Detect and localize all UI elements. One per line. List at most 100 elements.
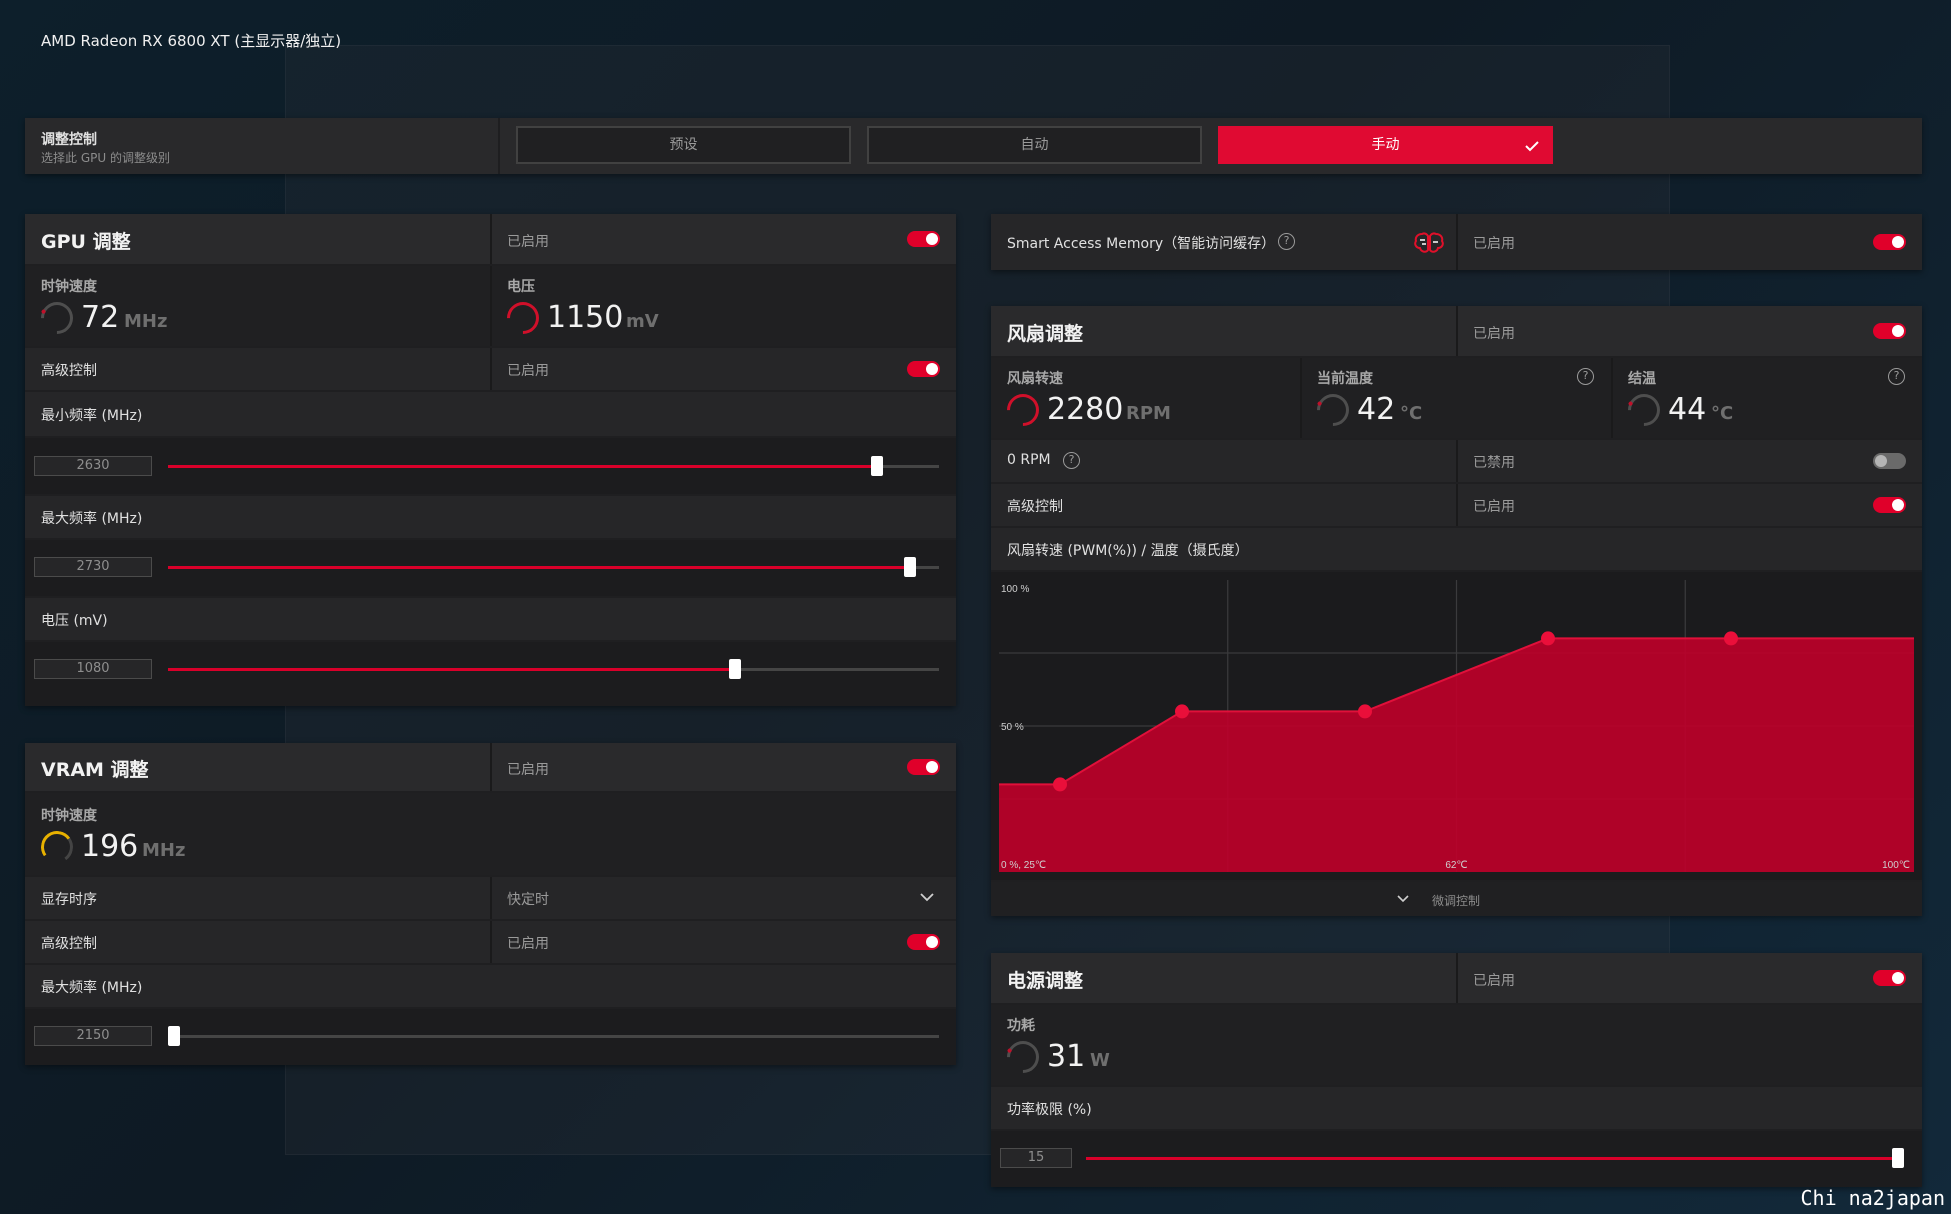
power-stats-row: 功耗 31 W <box>991 1005 1922 1085</box>
vram-advanced-status: 已启用 <box>507 936 549 952</box>
gpu-max-freq-row: 2730 <box>25 540 956 596</box>
gpu-min-freq-header: 最小频率 (MHz) <box>25 392 956 436</box>
sam-help-icon[interactable]: ? <box>1278 233 1295 250</box>
vram-clock-unit: MHz <box>142 840 186 861</box>
slider-thumb[interactable] <box>1892 1148 1904 1168</box>
vram-max-freq-header: 最大频率 (MHz) <box>25 965 956 1007</box>
zero-rpm-row: 0 RPM ? 已禁用 <box>991 440 1922 482</box>
power-status: 已启用 <box>1473 973 1515 989</box>
gpu-clock-value: 72 <box>81 300 120 335</box>
fan-advanced-label: 高级控制 <box>1007 499 1063 515</box>
gpu-voltage-input[interactable]: 1080 <box>34 659 152 679</box>
chart-point[interactable] <box>1541 631 1555 646</box>
brain-icon <box>1414 232 1444 253</box>
power-limit-label: 功率极限 (%) <box>1007 1102 1092 1118</box>
current-temp-help-icon[interactable]: ? <box>1577 368 1594 385</box>
vram-advanced-toggle[interactable] <box>907 934 940 950</box>
fan-tuning-panel: 风扇调整 已启用 风扇转速 2280 RPM 当前温度 ? 42 °C 结温 ?… <box>991 306 1922 916</box>
power-consumption-value: 31 <box>1047 1039 1086 1074</box>
gpu-min-freq-input[interactable]: 2630 <box>34 456 152 476</box>
vram-max-freq-slider[interactable] <box>168 1026 939 1046</box>
fan-curve-area: 100 % 50 % 0 %, 25℃ 62℃ 100℃ <box>991 572 1922 880</box>
sam-toggle[interactable] <box>1873 234 1906 250</box>
chevron-down-icon[interactable] <box>1397 895 1409 903</box>
gpu-max-freq-header: 最大频率 (MHz) <box>25 496 956 538</box>
gpu-advanced-row: 高级控制 已启用 <box>25 348 956 390</box>
chart-x-tick-label: 0 %, 25℃ <box>1001 860 1046 871</box>
fan-tuning-toggle[interactable] <box>1873 323 1906 339</box>
sam-label: Smart Access Memory（智能访问缓存） <box>1007 236 1276 252</box>
fine-tune-row[interactable]: 微调控制 <box>991 882 1922 916</box>
fan-curve-header: 风扇转速 (PWM(%)) / 温度（摄氏度） <box>991 528 1922 570</box>
chart-point[interactable] <box>1358 704 1372 719</box>
slider-thumb[interactable] <box>728 659 741 679</box>
vram-timing-row[interactable]: 显存时序 快定时 <box>25 877 956 919</box>
gpu-max-freq-label: 最大频率 (MHz) <box>41 511 143 527</box>
gpu-voltage-row: 1080 <box>25 642 956 706</box>
gpu-max-freq-input[interactable]: 2730 <box>34 557 152 577</box>
gpu-voltage-slider[interactable] <box>168 659 939 679</box>
gpu-advanced-toggle[interactable] <box>907 361 940 377</box>
fan-advanced-toggle[interactable] <box>1873 497 1906 513</box>
gpu-voltage-unit: mV <box>626 311 659 332</box>
gpu-clock-gauge-icon <box>34 295 80 341</box>
gpu-max-freq-slider[interactable] <box>168 557 939 577</box>
fan-curve-title: 风扇转速 (PWM(%)) / 温度（摄氏度） <box>1007 543 1249 559</box>
gpu-tuning-toggle[interactable] <box>907 231 940 247</box>
vram-stats-row: 时钟速度 196 MHz <box>25 793 956 875</box>
watermark: Chi na2japan <box>1800 1186 1946 1210</box>
power-tuning-title: 电源调整 <box>1007 970 1084 992</box>
power-tuning-panel: 电源调整 已启用 功耗 31 W 功率极限 (%) 15 <box>991 953 1922 1187</box>
fan-speed-unit: RPM <box>1126 403 1171 424</box>
slider-thumb[interactable] <box>871 456 884 476</box>
gpu-tuning-panel: GPU 调整 已启用 时钟速度 72 MHz 电压 1150 mV 高级控制 已… <box>25 214 956 706</box>
preset-button[interactable]: 预设 <box>516 126 851 164</box>
vram-tuning-panel: VRAM 调整 已启用 时钟速度 196 MHz 显存时序 快定时 高级控制 已… <box>25 743 956 1065</box>
junction-temp-unit: °C <box>1711 403 1734 424</box>
gpu-tuning-title: GPU 调整 <box>41 231 131 253</box>
chart-point[interactable] <box>1175 704 1189 719</box>
sam-status: 已启用 <box>1473 236 1515 252</box>
auto-button[interactable]: 自动 <box>867 126 1202 164</box>
tuning-control-title: 调整控制 <box>41 132 97 148</box>
fine-tune-label[interactable]: 微调控制 <box>1432 894 1481 908</box>
current-temp-gauge-icon <box>1310 387 1356 433</box>
gpu-voltage-header: 电压 (mV) <box>25 598 956 640</box>
zero-rpm-label: 0 RPM <box>1007 452 1051 468</box>
vram-tuning-toggle[interactable] <box>907 759 940 775</box>
gpu-voltage-label: 电压 <box>507 279 535 295</box>
power-limit-slider[interactable] <box>1086 1148 1904 1168</box>
chevron-down-icon[interactable] <box>920 893 934 902</box>
vram-max-freq-input[interactable]: 2150 <box>34 1026 152 1046</box>
fan-speed-label: 风扇转速 <box>1007 371 1063 387</box>
zero-rpm-help-icon[interactable]: ? <box>1063 452 1080 469</box>
current-temp-unit: °C <box>1400 403 1423 424</box>
sam-panel: Smart Access Memory（智能访问缓存） ? 已启用 <box>991 214 1922 270</box>
current-temp-value: 42 <box>1357 392 1396 427</box>
fan-speed-value: 2280 <box>1047 392 1124 427</box>
tuning-control-panel: 调整控制 选择此 GPU 的调整级别 预设 自动 手动 <box>25 118 1922 174</box>
zero-rpm-status: 已禁用 <box>1473 455 1515 471</box>
check-icon <box>1525 141 1539 152</box>
junction-temp-help-icon[interactable]: ? <box>1888 368 1905 385</box>
manual-button[interactable]: 手动 <box>1218 126 1553 164</box>
chart-point[interactable] <box>1053 777 1067 792</box>
gpu-stats-row: 时钟速度 72 MHz 电压 1150 mV <box>25 266 956 346</box>
gpu-status: 已启用 <box>507 234 549 250</box>
power-tuning-toggle[interactable] <box>1873 970 1906 986</box>
chart-y-tick-label: 50 % <box>1001 722 1024 733</box>
slider-fill <box>168 668 735 671</box>
power-limit-header: 功率极限 (%) <box>991 1087 1922 1129</box>
slider-thumb[interactable] <box>904 557 917 577</box>
vram-timing-select[interactable]: 快定时 <box>507 892 549 908</box>
fan-curve-chart[interactable]: 100 % 50 % 0 %, 25℃ 62℃ 100℃ <box>991 572 1922 880</box>
vram-max-freq-label: 最大频率 (MHz) <box>41 980 143 996</box>
zero-rpm-toggle[interactable] <box>1873 453 1906 469</box>
slider-thumb[interactable] <box>168 1026 181 1046</box>
vram-clock-gauge-icon <box>38 828 76 866</box>
chart-area-series <box>999 638 1914 872</box>
chart-point[interactable] <box>1724 631 1738 646</box>
power-limit-input[interactable]: 15 <box>1000 1148 1072 1168</box>
fan-header-row: 风扇调整 已启用 <box>991 306 1922 356</box>
gpu-min-freq-slider[interactable] <box>168 456 939 476</box>
